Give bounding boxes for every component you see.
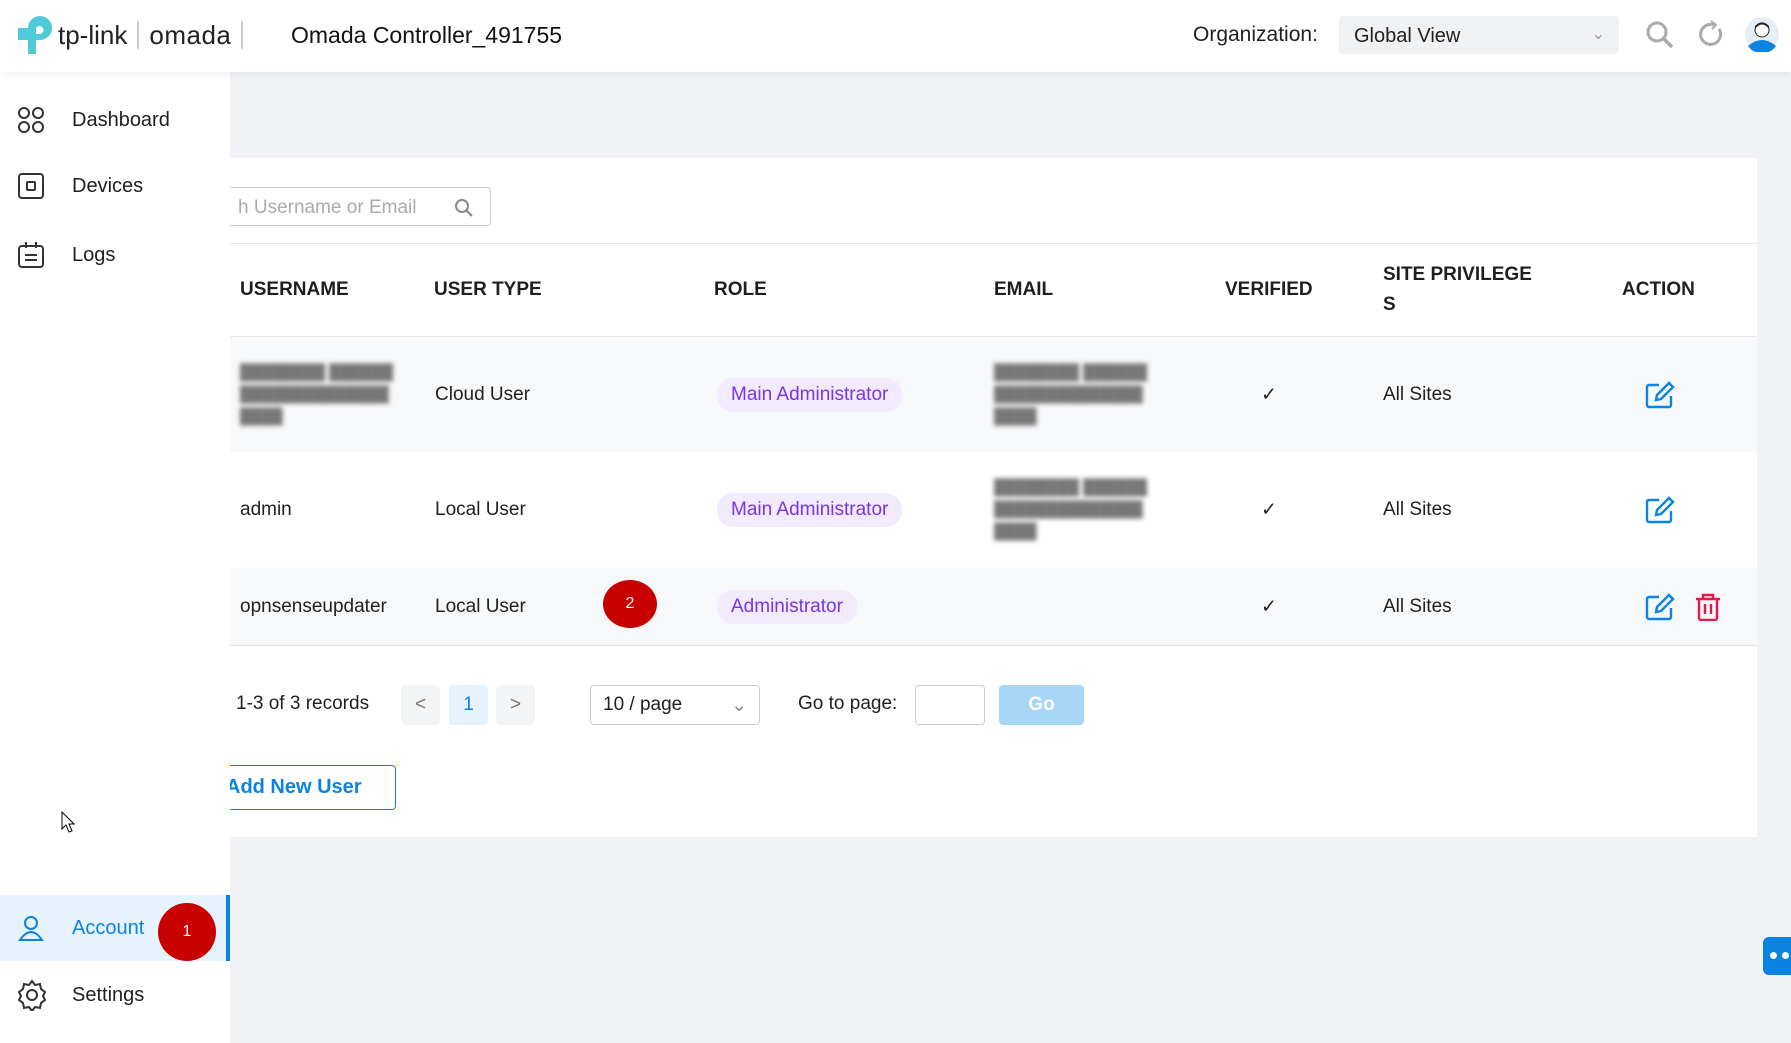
verified-check-icon: ✓ bbox=[1261, 384, 1277, 405]
gear-icon bbox=[17, 979, 47, 1011]
column-header-role[interactable]: ROLE bbox=[714, 278, 767, 300]
refresh-icon[interactable] bbox=[1697, 20, 1725, 50]
page-size-select[interactable]: 10 / page ⌄ bbox=[590, 685, 760, 725]
email-blurred: ████████ ██████ ██████████████ ████ bbox=[994, 479, 1147, 540]
devices-icon bbox=[18, 173, 44, 199]
chevron-down-icon: ⌄ bbox=[731, 694, 747, 716]
organization-select[interactable]: Global View ⌄ bbox=[1339, 16, 1619, 54]
table-row: opnsenseupdater Local User Administrator… bbox=[230, 568, 1757, 646]
sidebar-item-label: Logs bbox=[72, 243, 116, 266]
dashboard-icon bbox=[18, 107, 44, 133]
column-header-email[interactable]: EMAIL bbox=[994, 278, 1054, 300]
product-name: omada bbox=[149, 19, 232, 50]
next-page-button[interactable]: > bbox=[496, 685, 535, 725]
sidebar-item-label: Dashboard bbox=[72, 108, 170, 131]
user-type: Local User bbox=[435, 499, 526, 520]
edit-icon[interactable] bbox=[1645, 380, 1675, 409]
role-tag: Administrator bbox=[717, 589, 857, 624]
search-placeholder: h Username or Email bbox=[238, 197, 417, 218]
chat-dot-icon bbox=[1770, 952, 1777, 959]
users-panel: h Username or Email USERNAME USER TYPE R… bbox=[230, 158, 1757, 837]
avatar[interactable] bbox=[1745, 16, 1779, 52]
column-header-verified[interactable]: VERIFIED bbox=[1225, 278, 1313, 300]
verified-check-icon: ✓ bbox=[1261, 499, 1277, 521]
goto-page-input[interactable] bbox=[915, 685, 985, 725]
site-privileges: All Sites bbox=[1383, 383, 1452, 405]
user-icon bbox=[18, 916, 44, 941]
role-tag: Main Administrator bbox=[717, 377, 903, 412]
organization-value: Global View bbox=[1354, 25, 1461, 47]
add-new-user-label: Add New User bbox=[230, 776, 362, 798]
delete-icon[interactable] bbox=[1695, 593, 1721, 621]
search-icon[interactable] bbox=[454, 198, 474, 218]
sidebar-item-devices[interactable]: Devices bbox=[0, 153, 230, 219]
sidebar-item-settings[interactable]: Settings bbox=[0, 962, 230, 1028]
mouse-cursor-icon bbox=[61, 811, 75, 833]
page-size-value: 10 / page bbox=[603, 694, 683, 715]
table-header: USERNAME USER TYPE ROLE EMAIL VERIFIED S… bbox=[230, 243, 1757, 337]
divider bbox=[241, 21, 244, 49]
tp-link-logo-icon bbox=[18, 16, 52, 54]
goto-label: Go to page: bbox=[798, 693, 898, 714]
chat-dot-icon bbox=[1782, 952, 1789, 959]
annotation-badge-1: 1 bbox=[158, 903, 216, 961]
search-icon[interactable] bbox=[1645, 20, 1675, 50]
user-type: Cloud User bbox=[435, 383, 531, 405]
prev-page-button[interactable]: < bbox=[401, 685, 440, 725]
organization-label: Organization: bbox=[1193, 23, 1318, 46]
edit-icon[interactable] bbox=[1645, 496, 1675, 524]
chevron-down-icon: ⌄ bbox=[1591, 26, 1605, 43]
sidebar: Dashboard Devices Logs Account Settings bbox=[0, 72, 230, 1043]
search-input[interactable]: h Username or Email bbox=[230, 187, 491, 226]
column-header-username[interactable]: USERNAME bbox=[240, 278, 349, 300]
go-button[interactable]: Go bbox=[999, 685, 1084, 725]
table-row: admin Local User Main Administrator ████… bbox=[230, 452, 1757, 568]
username: opnsenseupdater bbox=[240, 595, 387, 617]
verified-check-icon: ✓ bbox=[1261, 596, 1277, 617]
page-1-button[interactable]: 1 bbox=[449, 685, 488, 725]
brand-name: tp-link bbox=[58, 19, 128, 50]
divider bbox=[137, 21, 140, 49]
table-row: ████████ ██████ ██████████████ ████ Cloud … bbox=[230, 337, 1757, 452]
site-privileges: All Sites bbox=[1383, 499, 1452, 520]
chat-button[interactable] bbox=[1763, 937, 1791, 975]
email-blurred: ████████ ██████ ██████████████ ████ bbox=[994, 363, 1147, 425]
records-count: 1-3 of 3 records bbox=[236, 693, 370, 714]
top-header: tp-link omada Omada Controller_491755 Or… bbox=[0, 0, 1791, 72]
user-type: Local User bbox=[435, 595, 526, 617]
logs-icon bbox=[18, 242, 44, 268]
logo: tp-link omada bbox=[18, 14, 253, 56]
username: admin bbox=[240, 499, 292, 520]
column-header-site-privileges[interactable]: SITE PRIVILEGE S bbox=[1383, 263, 1532, 315]
column-header-action: ACTION bbox=[1622, 278, 1695, 300]
annotation-badge-2: 2 bbox=[603, 580, 657, 628]
sidebar-item-label: Account bbox=[72, 916, 145, 939]
sidebar-item-label: Devices bbox=[72, 174, 144, 197]
controller-title: Omada Controller_491755 bbox=[291, 22, 563, 48]
site-privileges: All Sites bbox=[1383, 595, 1452, 617]
sidebar-item-label: Settings bbox=[72, 983, 145, 1006]
sidebar-item-logs[interactable]: Logs bbox=[0, 222, 230, 288]
column-header-user-type[interactable]: USER TYPE bbox=[434, 278, 542, 300]
username-blurred: ████████ ██████ ██████████████ ████ bbox=[240, 363, 393, 425]
add-new-user-button[interactable]: Add New User bbox=[230, 765, 396, 810]
sidebar-item-dashboard[interactable]: Dashboard bbox=[0, 87, 230, 153]
role-tag: Main Administrator bbox=[717, 493, 903, 527]
edit-icon[interactable] bbox=[1645, 592, 1675, 621]
divider bbox=[230, 243, 1757, 244]
